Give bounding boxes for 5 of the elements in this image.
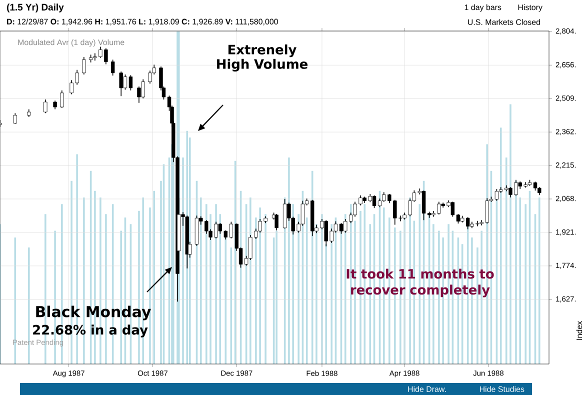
annotation: 22.68% in a day: [33, 324, 148, 338]
annotation: Black Monday: [36, 306, 151, 320]
annotation: Extrenely High Volume: [217, 44, 308, 72]
annotation: It took 11 months to recover completely: [346, 268, 494, 298]
chart-title: (1.5 Yr) Daily: [6, 4, 64, 12]
